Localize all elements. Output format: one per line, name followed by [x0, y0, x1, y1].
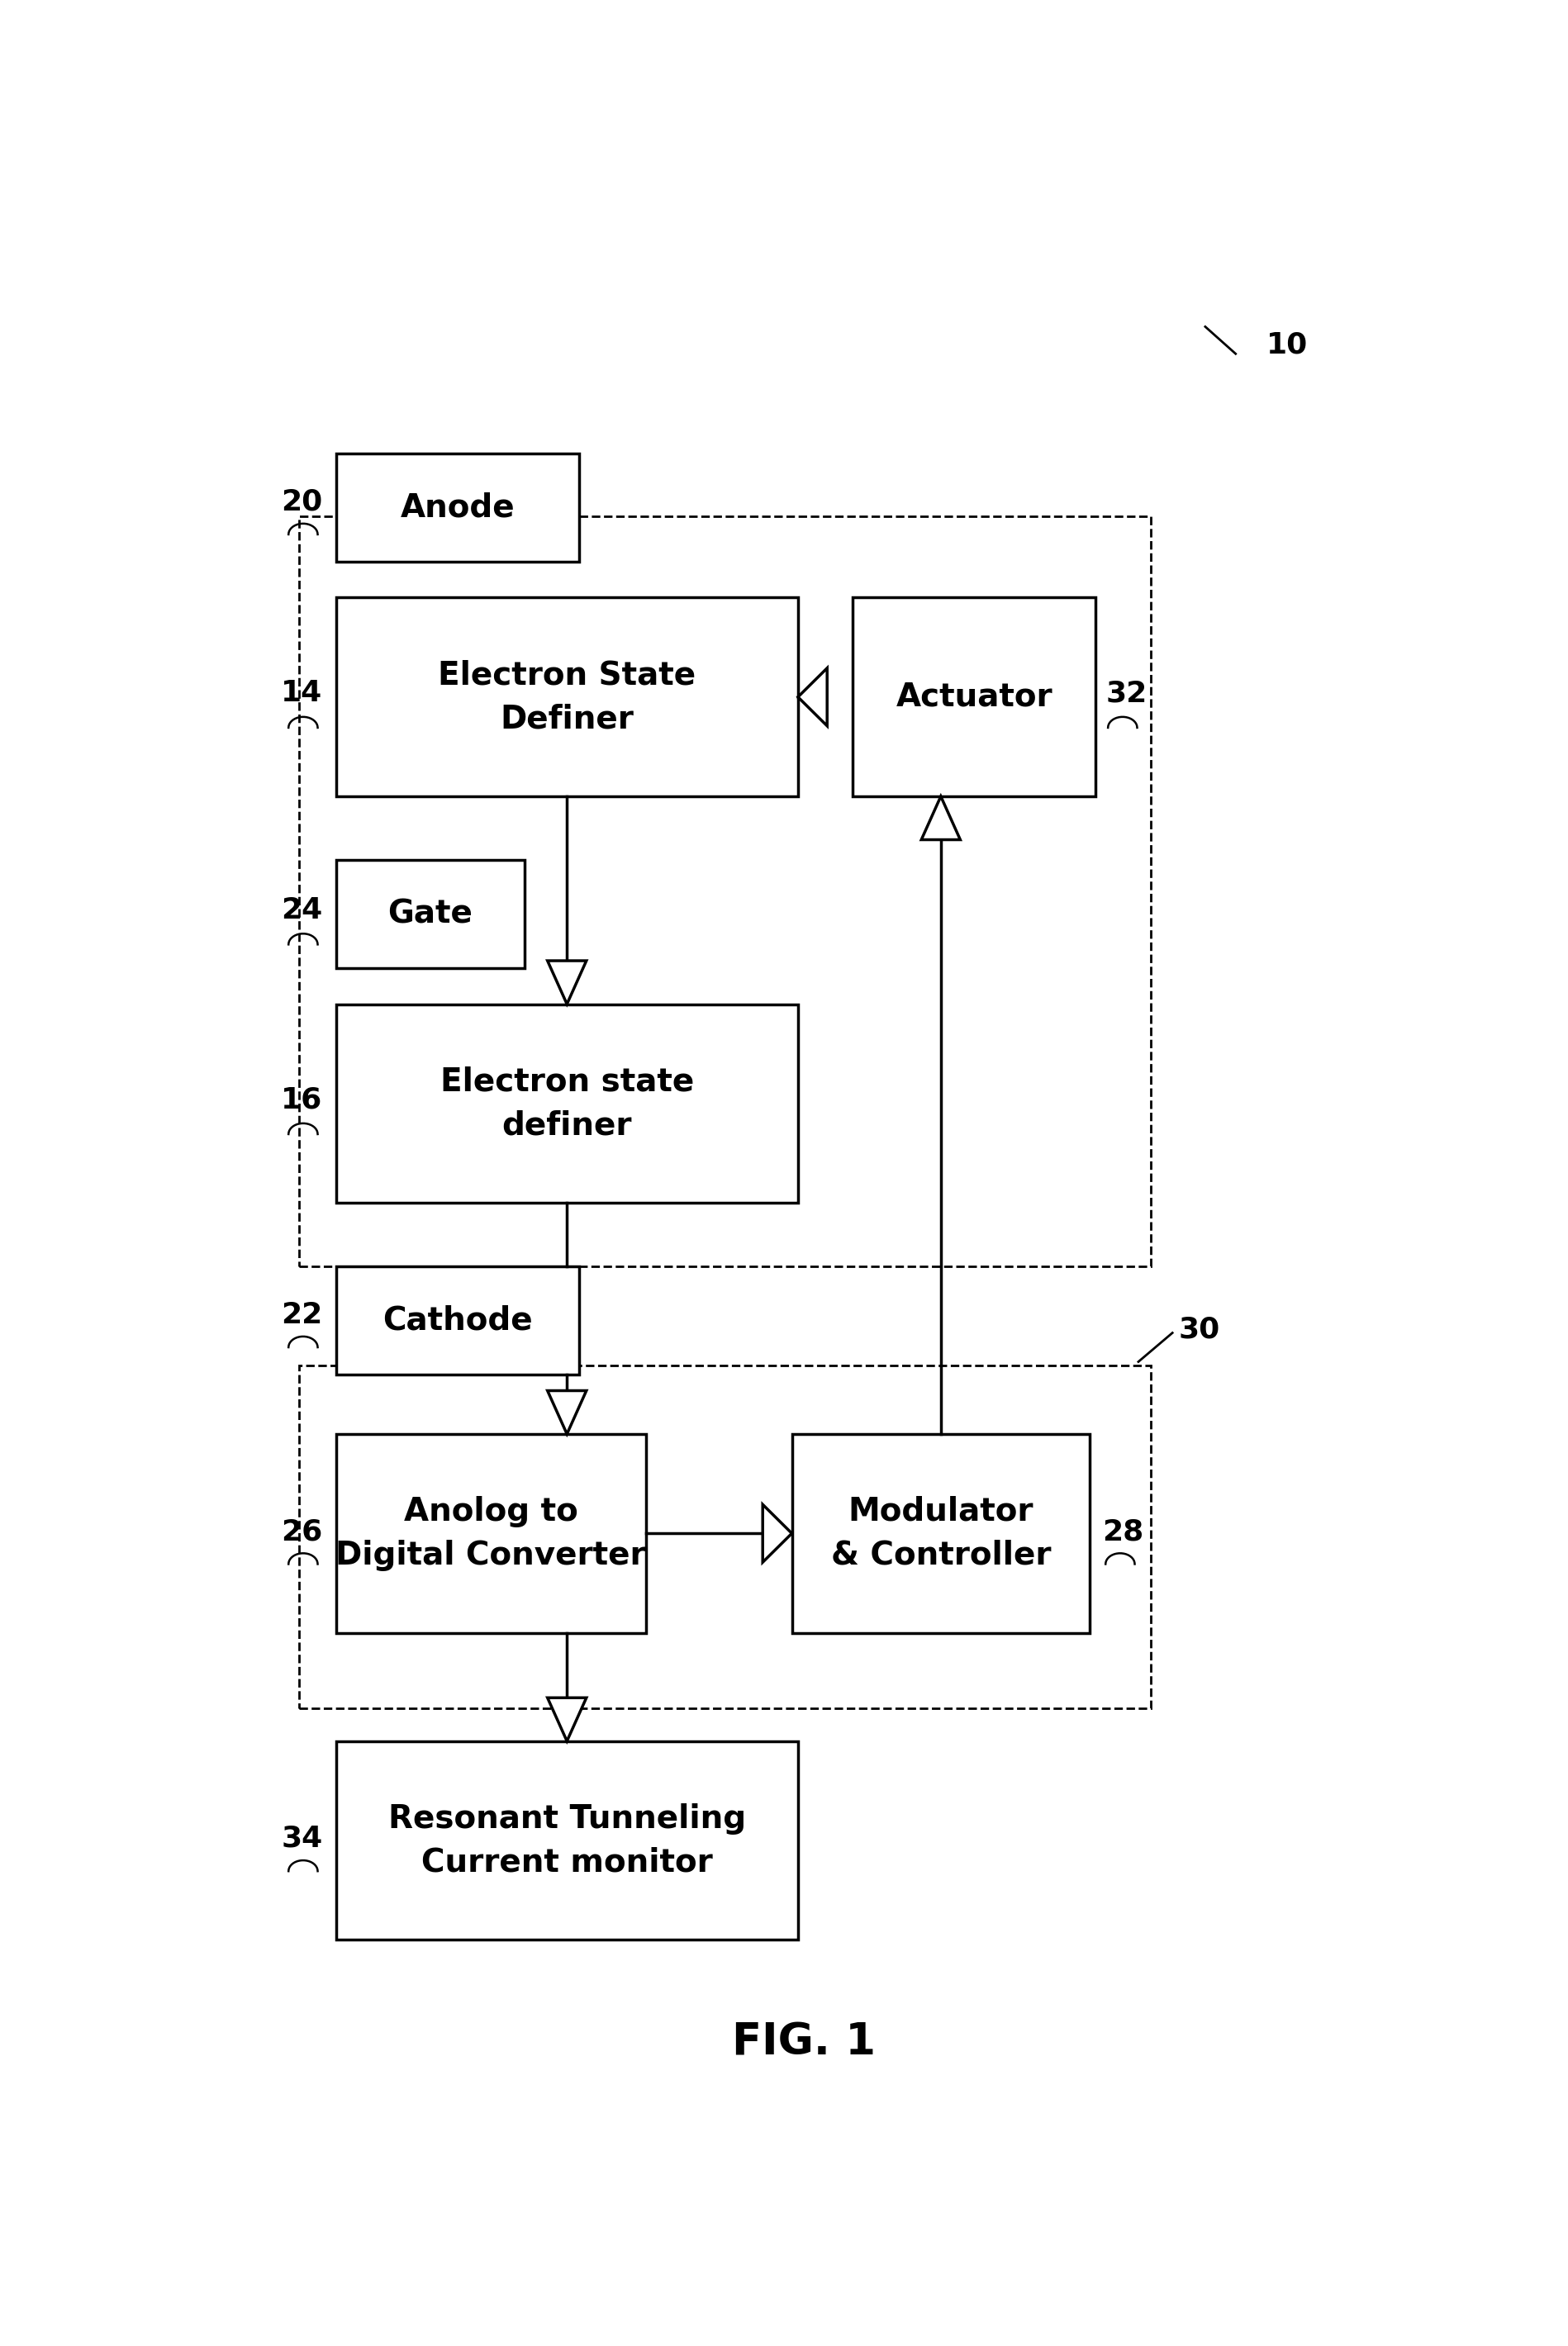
Text: Anolog to
Digital Converter: Anolog to Digital Converter — [336, 1497, 646, 1572]
Text: Modulator
& Controller: Modulator & Controller — [831, 1497, 1051, 1572]
Bar — [336, 1004, 798, 1203]
Text: Electron State
Definer: Electron State Definer — [437, 659, 696, 734]
Text: 30: 30 — [1178, 1316, 1220, 1344]
Bar — [336, 598, 798, 795]
Bar — [853, 598, 1094, 795]
Polygon shape — [920, 795, 960, 840]
Text: 34: 34 — [281, 1825, 323, 1853]
Polygon shape — [547, 962, 586, 1004]
Bar — [336, 1741, 798, 1940]
Text: Electron state
definer: Electron state definer — [439, 1065, 693, 1140]
Text: 22: 22 — [281, 1300, 323, 1328]
Text: Cathode: Cathode — [383, 1304, 532, 1335]
Polygon shape — [762, 1504, 792, 1562]
Bar — [336, 453, 579, 561]
Polygon shape — [547, 1391, 586, 1433]
Text: Gate: Gate — [387, 899, 472, 929]
Text: 16: 16 — [281, 1086, 323, 1114]
Text: Actuator: Actuator — [895, 680, 1052, 713]
Text: 10: 10 — [1265, 331, 1306, 359]
Text: FIG. 1: FIG. 1 — [732, 2022, 875, 2064]
Text: 14: 14 — [281, 680, 323, 708]
Bar — [299, 516, 1149, 1267]
Bar — [336, 1267, 579, 1375]
Text: 28: 28 — [1101, 1518, 1143, 1546]
Bar — [299, 1365, 1149, 1708]
Polygon shape — [798, 669, 826, 725]
Bar — [336, 859, 524, 969]
Text: 32: 32 — [1105, 680, 1146, 708]
Text: 24: 24 — [281, 896, 323, 924]
Polygon shape — [547, 1699, 586, 1741]
Text: 20: 20 — [281, 488, 323, 516]
Text: Resonant Tunneling
Current monitor: Resonant Tunneling Current monitor — [387, 1802, 745, 1879]
Bar — [336, 1433, 646, 1633]
Bar — [792, 1433, 1090, 1633]
Text: 26: 26 — [281, 1518, 323, 1546]
Text: Anode: Anode — [400, 493, 514, 523]
